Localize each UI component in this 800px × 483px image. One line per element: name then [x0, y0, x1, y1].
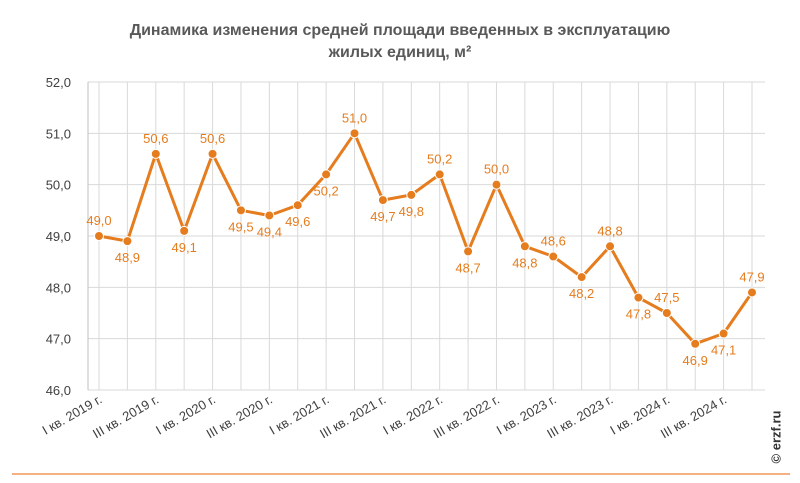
chart-title-line-2: жилых единиц, м² — [328, 44, 472, 61]
data-point — [264, 210, 275, 221]
data-label: 47,9 — [739, 269, 764, 284]
data-point — [122, 236, 133, 247]
data-point — [179, 225, 190, 236]
data-label: 50,0 — [484, 162, 509, 177]
series-line — [98, 131, 754, 346]
data-point — [576, 272, 587, 283]
data-label: 50,6 — [200, 131, 225, 146]
y-tick-label: 49,0 — [46, 229, 71, 244]
data-label: 48,9 — [115, 250, 140, 265]
data-label: 47,8 — [626, 307, 651, 322]
data-point — [605, 241, 616, 252]
data-label: 49,8 — [399, 204, 424, 219]
y-tick-label: 52,0 — [46, 75, 71, 90]
data-point — [150, 148, 161, 159]
data-point — [235, 205, 246, 216]
data-point — [747, 287, 757, 298]
data-point — [661, 308, 672, 318]
data-label: 49,4 — [257, 224, 282, 239]
data-label: 50,6 — [143, 131, 168, 146]
data-label: 49,7 — [370, 209, 395, 224]
data-point — [94, 231, 104, 241]
data-point — [207, 148, 218, 159]
data-label: 49,1 — [172, 240, 197, 255]
y-tick-label: 51,0 — [46, 126, 71, 141]
data-label: 50,2 — [427, 151, 452, 166]
data-point — [491, 179, 502, 190]
data-point — [292, 200, 303, 211]
data-point — [463, 246, 474, 257]
data-label: 48,2 — [569, 286, 594, 301]
data-label: 48,6 — [541, 234, 566, 249]
data-label: 48,8 — [597, 223, 622, 238]
watermark-text: © erzf.ru — [768, 410, 784, 464]
data-label: 46,9 — [683, 353, 708, 368]
data-label: 49,6 — [285, 214, 310, 229]
data-point — [690, 338, 701, 349]
data-point — [321, 169, 332, 180]
data-label: 47,5 — [654, 290, 679, 305]
data-label: 48,8 — [512, 255, 537, 270]
chart-title-line-1: Динамика изменения средней площади введе… — [129, 22, 671, 39]
data-point — [519, 241, 530, 252]
data-label: 49,5 — [228, 219, 253, 234]
data-point — [718, 328, 729, 339]
y-tick-label: 47,0 — [46, 332, 71, 347]
y-tick-label: 46,0 — [46, 383, 71, 398]
data-point — [377, 195, 388, 206]
data-point — [434, 169, 445, 180]
data-point — [633, 292, 644, 303]
data-label: 47,1 — [711, 343, 736, 358]
data-label: 48,7 — [455, 260, 480, 275]
data-label: 49,0 — [86, 213, 111, 228]
data-point — [349, 128, 360, 139]
data-label: 50,2 — [313, 183, 338, 198]
data-point — [548, 251, 559, 262]
data-label: 51,0 — [342, 110, 367, 125]
data-point — [406, 189, 417, 200]
y-tick-label: 48,0 — [46, 280, 71, 295]
y-tick-label: 50,0 — [46, 178, 71, 193]
